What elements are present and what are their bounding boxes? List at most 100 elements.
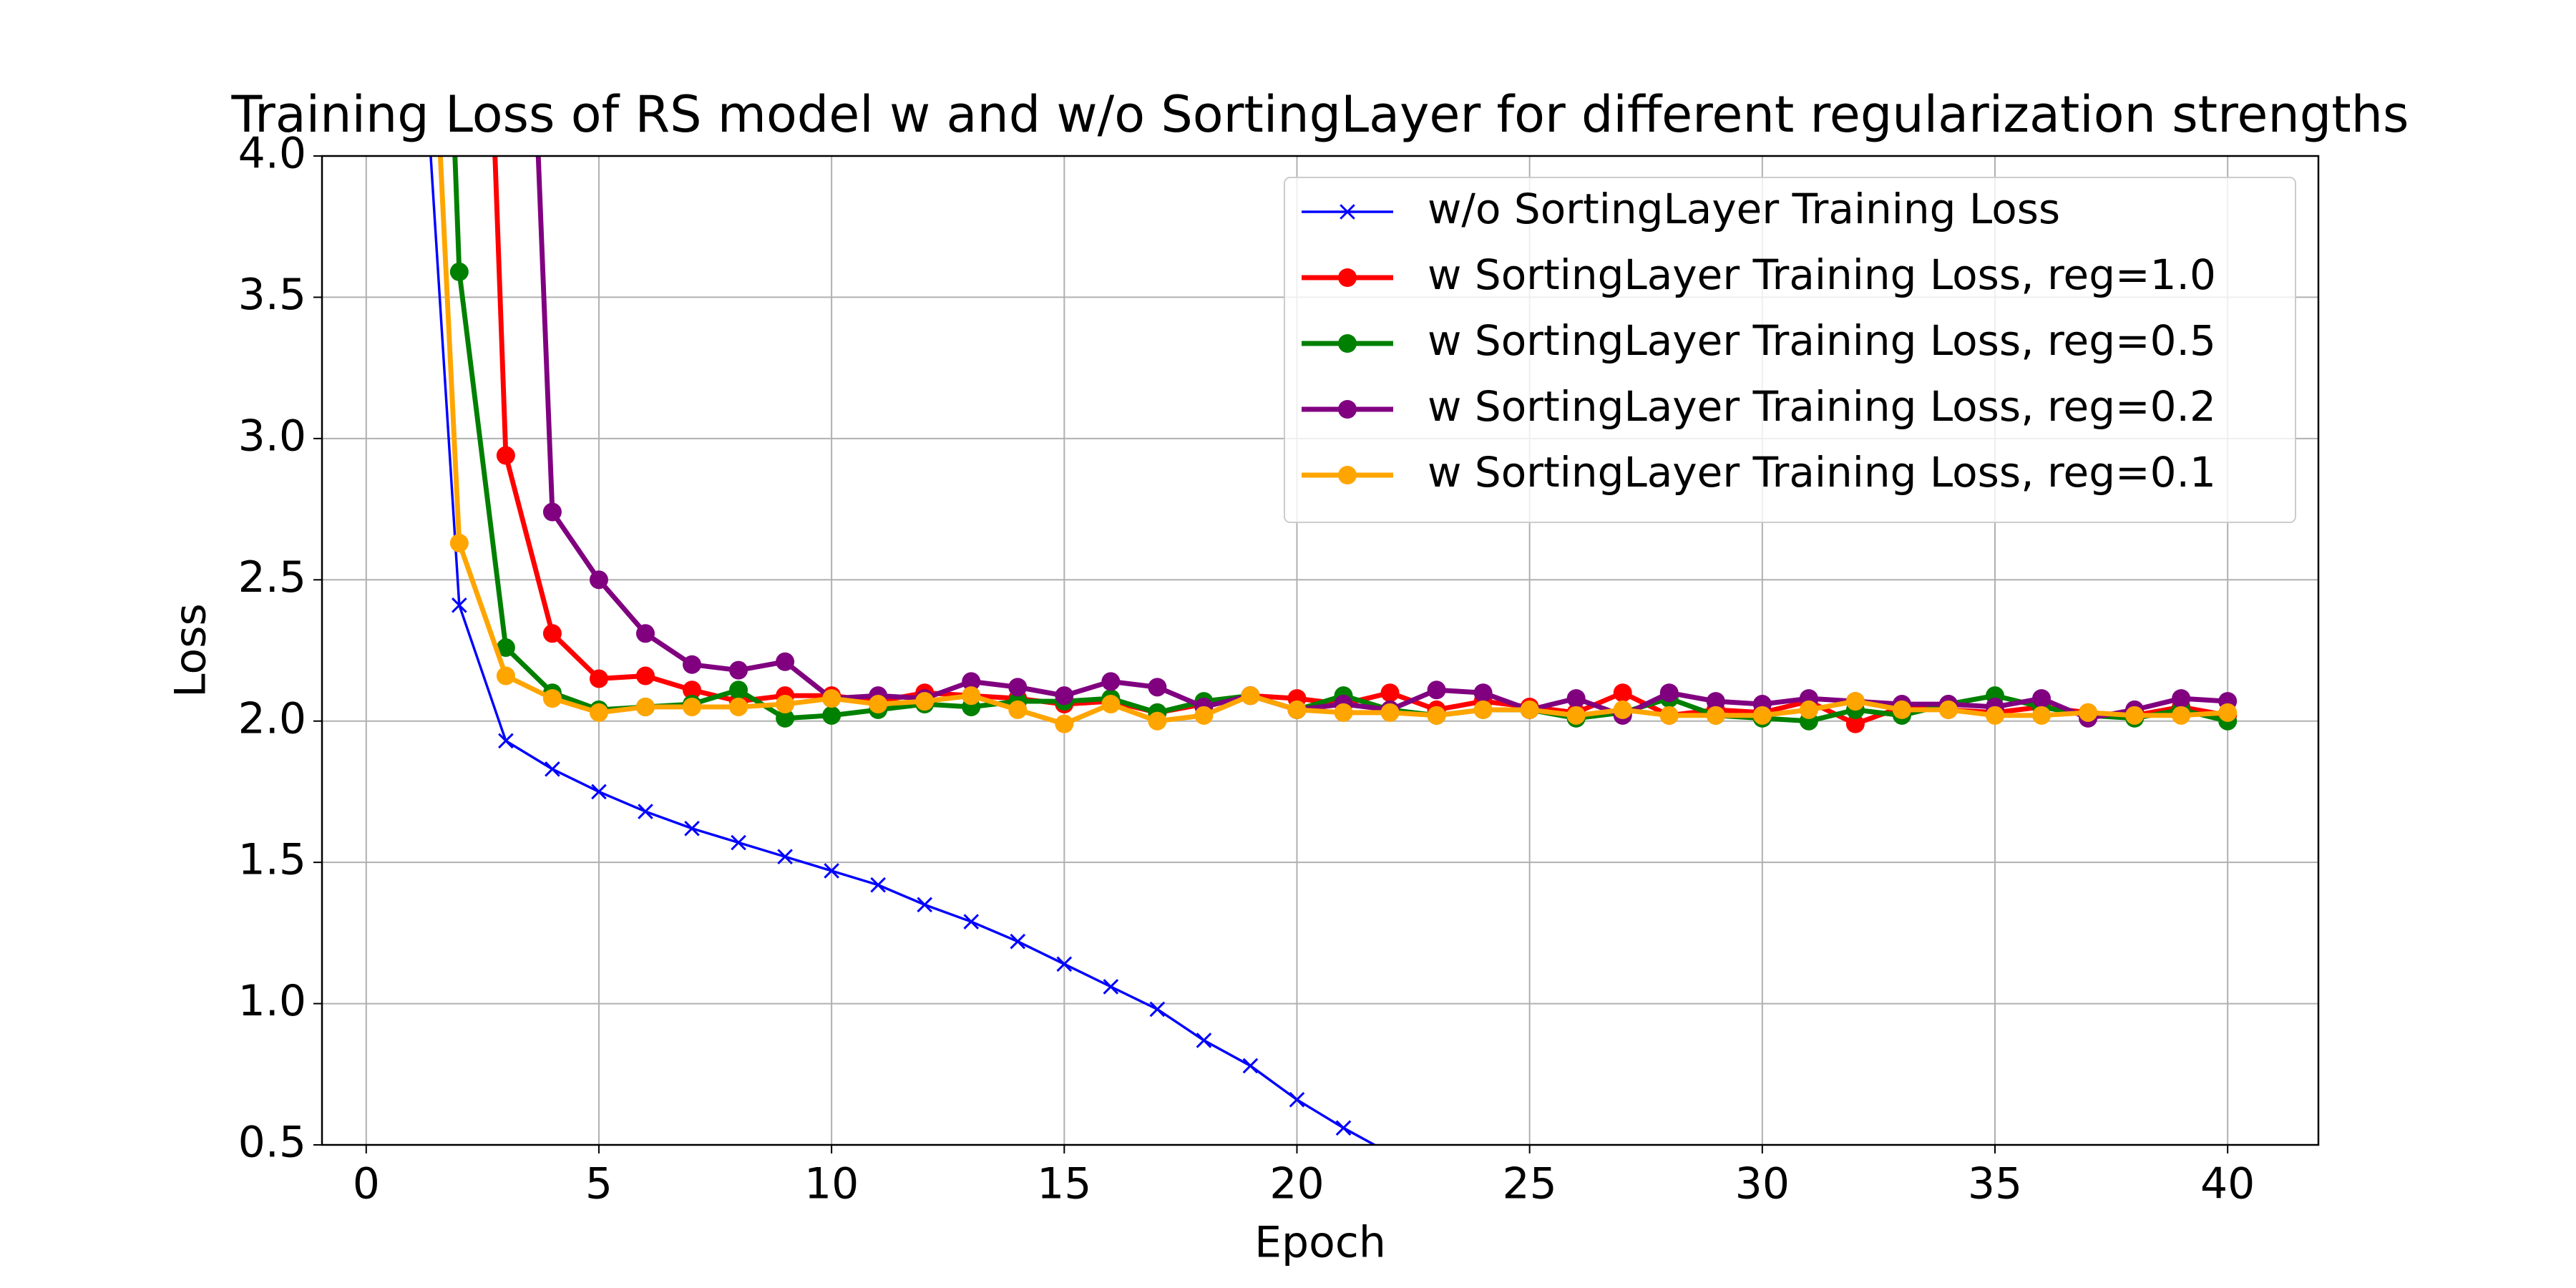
marker (635, 624, 655, 643)
marker (1242, 1058, 1259, 1074)
marker (591, 784, 607, 800)
legend-box (1284, 177, 2296, 523)
marker (1752, 706, 1772, 725)
marker (1613, 700, 1632, 719)
marker (1566, 706, 1586, 725)
marker (776, 708, 795, 728)
marker (496, 638, 515, 658)
marker (776, 695, 795, 714)
marker (1427, 706, 1446, 725)
y-tick-label: 1.5 (238, 835, 306, 885)
marker (683, 655, 702, 674)
marker (683, 680, 702, 700)
marker (684, 820, 700, 836)
y-axis-label: Loss (166, 603, 216, 698)
y-tick-label: 2.0 (238, 693, 306, 743)
legend-label: w SortingLayer Training Loss, reg=1.0 (1428, 250, 2216, 299)
legend-marker (1338, 400, 1357, 419)
marker (1194, 706, 1214, 725)
marker (1938, 700, 1958, 719)
marker (962, 672, 981, 691)
marker (1101, 695, 1121, 714)
chart-title: Training Loss of RS model w and w/o Sort… (230, 85, 2409, 144)
ticks: 0 5 10 15 20 25 30 35 40 0.5 1.0 1.5 2.0 2.5 3.0 3.5 4.0 (238, 129, 2255, 1209)
x-tick-label: 35 (1968, 1159, 2022, 1209)
marker (1008, 700, 1028, 719)
marker (822, 689, 841, 708)
marker (1101, 672, 1121, 691)
marker (1845, 714, 1865, 733)
marker (1706, 706, 1725, 725)
x-axis-label: Epoch (1254, 1218, 1386, 1268)
marker (545, 761, 560, 777)
series-line (437, 156, 2228, 727)
marker (589, 570, 608, 590)
marker (824, 863, 839, 879)
x-tick-label: 30 (1735, 1159, 1790, 1209)
x-tick-label: 20 (1269, 1159, 1324, 1209)
legend-label: w SortingLayer Training Loss, reg=0.5 (1428, 316, 2216, 365)
marker (1659, 683, 1679, 703)
marker (1427, 680, 1446, 700)
marker (1010, 933, 1026, 950)
marker (2032, 689, 2051, 708)
legend-label: w SortingLayer Training Loss, reg=0.2 (1428, 382, 2216, 431)
marker (1566, 689, 1586, 708)
marker (542, 502, 562, 522)
marker (1196, 1033, 1212, 1048)
marker (777, 849, 793, 865)
marker (1056, 956, 1073, 972)
plot-area (429, 156, 2238, 1145)
marker (1706, 692, 1725, 711)
marker (729, 680, 748, 700)
marker (1287, 700, 1307, 719)
marker (1799, 700, 1818, 719)
marker (542, 624, 562, 643)
marker (1473, 700, 1493, 719)
marker (822, 706, 841, 725)
marker (1520, 700, 1539, 719)
marker (638, 804, 653, 819)
marker (1845, 692, 1865, 711)
y-tick-label: 2.5 (238, 552, 306, 602)
legend-label: w/o SortingLayer Training Loss (1428, 185, 2060, 233)
marker (963, 914, 980, 930)
marker (1289, 1092, 1305, 1108)
marker (1613, 683, 1632, 703)
marker (498, 733, 514, 749)
marker (1334, 703, 1353, 722)
legend-marker (1338, 466, 1357, 484)
marker (2079, 703, 2098, 722)
legend: w/o SortingLayer Training Loss w SortingL… (1284, 177, 2296, 523)
marker (917, 897, 933, 913)
marker (1241, 686, 1260, 706)
legend-marker (1338, 268, 1357, 287)
marker (729, 660, 748, 680)
marker (635, 697, 655, 716)
marker (1380, 703, 1400, 722)
marker (1055, 686, 1074, 706)
marker (2172, 706, 2191, 725)
y-tick-label: 0.5 (238, 1118, 306, 1168)
marker (542, 689, 562, 708)
axes-frame (321, 155, 2320, 1146)
y-tick-label: 1.0 (238, 976, 306, 1026)
marker (1055, 714, 1074, 733)
marker (449, 262, 469, 281)
series-line (429, 156, 1377, 1145)
marker (915, 692, 935, 711)
series-line (535, 156, 2228, 721)
x-tick-label: 0 (353, 1159, 380, 1209)
marker (1103, 979, 1119, 995)
marker (683, 697, 702, 716)
marker (2125, 706, 2145, 725)
marker (869, 695, 888, 714)
legend-label: w SortingLayer Training Loss, reg=0.1 (1428, 448, 2216, 497)
marker (1149, 1001, 1166, 1018)
x-tick-label: 15 (1037, 1159, 1091, 1209)
marker (731, 834, 746, 851)
marker (2218, 703, 2238, 722)
marker (1892, 700, 1911, 719)
marker (496, 446, 515, 465)
